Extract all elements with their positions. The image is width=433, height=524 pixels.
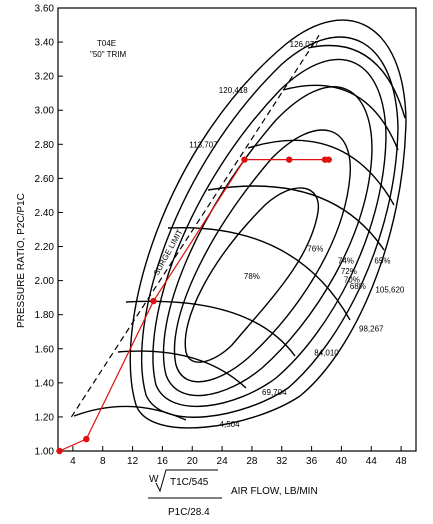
operating-point [286,156,293,163]
y-tick-label: 2.20 [35,242,55,253]
efficiency-labels: 78% 76% 74%72%70%68% 65% [244,245,391,291]
efficiency-label: 74% [338,257,354,266]
y-tick-label: 1.20 [35,412,55,423]
compressor-map-curves [73,19,407,429]
efficiency-label: 76% [307,245,323,254]
y-tick-label: 1.00 [35,447,55,458]
efficiency-island-68 [129,19,407,429]
x-tick-label: 12 [127,456,139,467]
speed-label: 4,504 [220,420,241,429]
x-formula-numerator: T1C/545 [170,477,209,488]
efficiency-label: 70% [344,275,360,284]
x-axis-label: AIR FLOW, LB/MIN [231,486,318,497]
efficiency-label: 65% [374,257,390,266]
efficiency-label: 68% [350,282,366,291]
y-tick-label: 2.60 [35,174,55,185]
speed-line-120418 [282,84,399,151]
speed-label: 126,077 [290,40,319,49]
operating-point [241,156,248,163]
surge-limit-line [70,34,320,418]
y-tick-label: 2.00 [35,276,55,287]
operating-point [150,297,157,305]
speed-label: 105,620 [375,286,404,295]
y-tick-label: 1.60 [35,344,55,355]
y-tick-label: 1.80 [35,310,55,321]
x-formula-sqrt-sign [155,469,218,493]
x-tick-label: 28 [246,456,258,467]
x-tick-label: 48 [396,456,408,467]
x-tick-label: 16 [157,456,169,467]
x-tick-label: 40 [336,456,348,467]
speed-label: 98,267 [359,325,384,334]
x-tick-label: 32 [276,456,288,467]
operating-line-series [56,156,332,455]
y-tick-label: 2.40 [35,208,55,219]
efficiency-island-70 [140,36,399,418]
speed-line-69704 [117,350,247,389]
x-axis-label-group: W T1C/545 P1C/28.4 AIR FLOW, LB/MIN [148,469,318,518]
chart-title-line1: T04E [97,39,116,48]
x-formula-denominator: P1C/28.4 [168,507,210,518]
x-tick-label: 24 [217,456,229,467]
efficiency-island-78 [184,187,319,363]
speed-label: 120,418 [219,86,248,95]
efficiency-island-76 [173,129,351,383]
x-tick-label: 44 [366,456,378,467]
x-tick-label: 36 [306,456,318,467]
speed-line-126077 [307,44,406,119]
speed-labels: 126,077 120,418 113,707 105,620 98,267 84,010… [189,40,405,429]
y-tick-label: 3.40 [35,38,55,49]
efficiency-island-74 [162,86,373,397]
y-axis-ticks: 1.00 1.20 1.40 1.60 1.80 2.00 2.20 2.40 2.60 2.80… [35,4,63,458]
x-tick-label: 20 [187,456,199,467]
speed-label: 69,704 [262,388,287,397]
chart-title-line2: "50" TRIM [90,50,127,59]
speed-line-98267 [167,226,351,321]
efficiency-label: 78% [244,272,260,281]
speed-line-105620 [207,185,385,251]
operating-point [325,156,332,163]
speed-label: 84,010 [314,349,339,358]
y-axis-label: PRESSURE RATIO, P2C/P1C [16,193,27,328]
operating-point [83,435,90,443]
y-tick-label: 2.80 [35,140,55,151]
x-axis-ticks: 4 8 12 16 20 24 28 32 36 40 44 48 [70,446,407,467]
y-tick-label: 1.40 [35,378,55,389]
efficiency-label: 72% [341,267,357,276]
operating-point [56,447,63,455]
speed-label: 113,707 [189,141,218,150]
x-tick-label: 8 [100,456,106,467]
y-tick-label: 3.60 [35,4,55,15]
efficiency-island-72 [152,58,387,407]
x-formula-w: W [149,474,159,485]
y-tick-label: 3.00 [35,106,55,117]
y-tick-label: 3.20 [35,72,55,83]
x-tick-label: 4 [70,456,76,467]
